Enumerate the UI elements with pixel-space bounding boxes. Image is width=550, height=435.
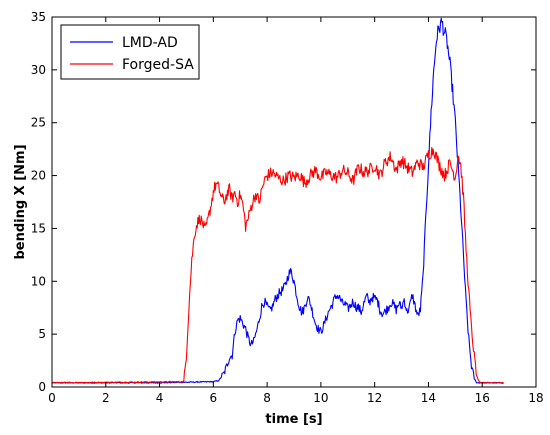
x-tick-label: 16: [475, 391, 490, 405]
y-tick-label: 0: [38, 380, 46, 394]
x-tick-label: 0: [48, 391, 56, 405]
legend: LMD-AD Forged-SA: [60, 24, 200, 80]
y-tick-label: 30: [31, 63, 46, 77]
y-tick-label: 5: [38, 327, 46, 341]
y-tick-label: 35: [31, 10, 46, 24]
series-line-forged-sa: [51, 146, 504, 384]
y-axis-label: bending X [Nm]: [13, 144, 28, 259]
x-tick-label: 14: [421, 391, 436, 405]
y-tick-label: 25: [31, 116, 46, 130]
y-tick-label: 15: [31, 221, 46, 235]
x-tick-label: 18: [528, 391, 543, 405]
y-tick-label: 20: [31, 169, 46, 183]
x-tick-label: 10: [313, 391, 328, 405]
series-layer: [51, 17, 505, 384]
tick-layer: 0 2 4 6 8 10 12 14 16 18 0 5 10 15 20 25 30 35: [31, 10, 544, 405]
legend-box: [60, 24, 200, 80]
legend-label-lmd-ad: LMD-AD: [122, 35, 178, 51]
plot-frame: [51, 16, 537, 388]
x-tick-label: 4: [156, 391, 164, 405]
x-tick-label: 2: [102, 391, 110, 405]
legend-label-forged-sa: Forged-SA: [122, 57, 194, 73]
y-tick-label: 10: [31, 274, 46, 288]
x-tick-label: 6: [210, 391, 218, 405]
x-axis-label: time [s]: [265, 412, 322, 427]
x-tick-label: 8: [263, 391, 271, 405]
x-tick-label: 12: [367, 391, 382, 405]
